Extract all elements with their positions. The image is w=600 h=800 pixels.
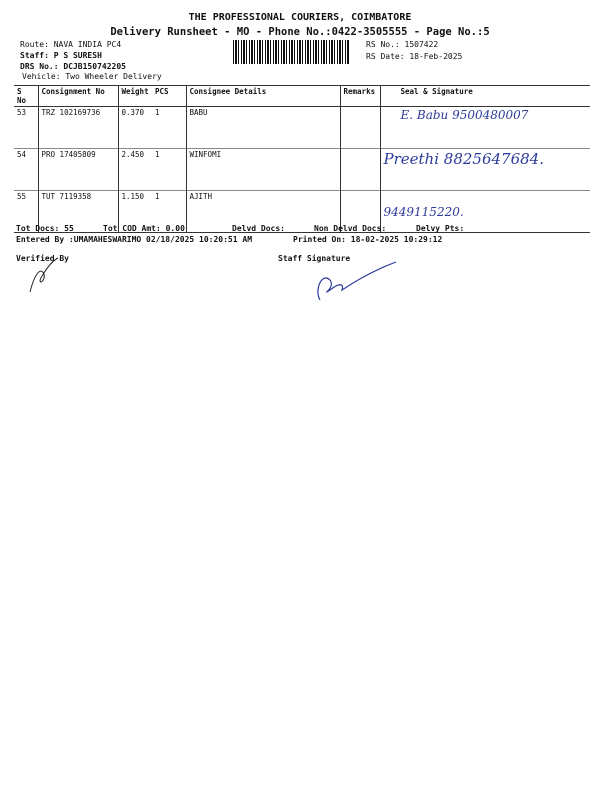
table-row: 54 PRO 17405809 2.450 1 WINFOMI Preethi …	[14, 148, 590, 191]
remarks	[339, 148, 380, 191]
weight: 0.370	[117, 106, 152, 149]
sno: 53	[17, 108, 27, 117]
consignment-no: TRZ 102169736	[37, 106, 118, 149]
col-consignee: Consignee Details	[185, 85, 340, 107]
drs-number: DRS No.: DCJB150742205	[20, 62, 126, 71]
signature: 9449115220.	[379, 190, 590, 233]
tot-cod: Tot COD Amt: 0.00	[103, 224, 185, 233]
rs-date: RS Date: 18-Feb-2025	[366, 52, 463, 61]
col-remarks: Remarks	[339, 85, 380, 107]
staff-signature	[317, 261, 397, 301]
barcode	[233, 40, 349, 64]
signature: Preethi 8825647684.	[379, 148, 590, 191]
col-consignment: Consignment No	[37, 85, 118, 107]
pcs: 1	[155, 150, 160, 159]
weight: 2.450	[117, 148, 152, 191]
consignee: BABU	[185, 106, 340, 149]
table-row: 53 TRZ 102169736 0.370 1 BABU E. Babu 95…	[14, 106, 590, 149]
col-sno: S No	[14, 85, 38, 107]
weight: 1.150	[117, 190, 152, 233]
pcs: 1	[155, 108, 160, 117]
delvy-pts: Delvy Pts:	[416, 224, 465, 233]
col-weight: Weight	[117, 85, 152, 107]
sno: 55	[17, 192, 27, 201]
remarks	[339, 190, 380, 233]
table-row: 55 TUT 7119358 1.150 1 AJITH 9449115220.	[14, 190, 590, 233]
consignment-no: TUT 7119358	[37, 190, 118, 233]
sno: 54	[17, 150, 27, 159]
route: Route: NAVA INDIA PC4	[20, 40, 122, 49]
consignee: WINFOMI	[185, 148, 340, 191]
remarks	[339, 106, 380, 149]
rs-number: RS No.: 1507422	[366, 40, 439, 49]
staff-signature-label: Staff Signature	[278, 254, 351, 263]
runsheet-subtitle: Delivery Runsheet - MO - Phone No.:0422-…	[110, 26, 490, 38]
consignee: AJITH	[185, 190, 340, 233]
entered-by: Entered By :UMAMAHESWARIMO 02/18/2025 10…	[16, 235, 253, 244]
consignment-no: PRO 17405809	[37, 148, 118, 191]
delvd-docs: Delvd Docs:	[232, 224, 285, 233]
tot-docs: Tot Docs: 55	[16, 224, 74, 233]
verified-by: Verified By	[16, 254, 69, 263]
printed-on: Printed On: 18-02-2025 10:29:12	[293, 235, 443, 244]
staff: Staff: P S SURESH	[20, 51, 102, 60]
col-pcs: PCS	[152, 85, 186, 107]
verifier-signature	[29, 257, 59, 293]
table-header: S No Consignment No Weight PCS Consignee…	[14, 85, 590, 107]
non-delvd-docs: Non Delvd Docs:	[314, 224, 387, 233]
company-title: THE PROFESSIONAL COURIERS, COIMBATORE	[188, 12, 412, 23]
runsheet-table: S No Consignment No Weight PCS Consignee…	[14, 85, 590, 233]
vehicle: Vehicle: Two Wheeler Delivery	[22, 72, 162, 81]
signature: E. Babu 9500480007	[379, 106, 590, 149]
col-signature: Seal & Signature	[379, 85, 590, 107]
pcs: 1	[155, 192, 160, 201]
